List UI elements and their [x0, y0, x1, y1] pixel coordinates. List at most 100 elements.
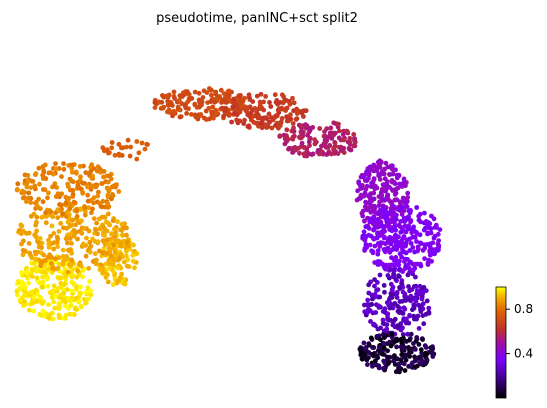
- scatter-point: [373, 358, 378, 364]
- scatter-point: [55, 215, 61, 221]
- scatter-point: [171, 108, 177, 114]
- scatter-point: [291, 100, 297, 106]
- scatter-point: [119, 271, 124, 277]
- scatter-point: [64, 287, 70, 292]
- scatter-point: [364, 169, 369, 175]
- scatter-point: [435, 241, 441, 247]
- scatter-point: [85, 192, 91, 198]
- scatter-point: [122, 281, 128, 287]
- scatter-point: [368, 335, 374, 341]
- scatter-point: [376, 363, 382, 369]
- scatter-point: [411, 313, 417, 319]
- scatter-point: [374, 185, 380, 191]
- scatter-point: [30, 300, 36, 306]
- scatter-point: [185, 89, 190, 95]
- scatter-point: [66, 218, 72, 224]
- scatter-point: [325, 144, 331, 150]
- scatter-point: [165, 109, 170, 115]
- scatter-point: [376, 171, 382, 177]
- scatter-point: [428, 230, 434, 236]
- scatter-point: [382, 306, 388, 312]
- scatter-point: [199, 99, 205, 105]
- scatter-point: [69, 312, 75, 317]
- scatter-point: [36, 240, 41, 246]
- scatter-point: [19, 270, 24, 275]
- scatter-point: [83, 209, 88, 215]
- scatter-point: [65, 296, 71, 301]
- scatter-point: [370, 296, 375, 302]
- scatter-point: [34, 214, 40, 220]
- scatter-point: [408, 218, 414, 223]
- scatter-point: [416, 342, 422, 347]
- scatter-point: [400, 332, 406, 337]
- scatter-point: [363, 186, 369, 192]
- scatter-point: [279, 116, 285, 121]
- scatter-point: [37, 236, 43, 241]
- scatter-point: [49, 223, 55, 229]
- scatter-point: [100, 145, 106, 151]
- scatter-point: [332, 130, 338, 136]
- scatter-point: [60, 247, 66, 253]
- scatter-point: [394, 344, 399, 350]
- scatter-point: [422, 359, 427, 365]
- scatter-point: [254, 110, 260, 116]
- scatter-point: [261, 99, 266, 105]
- scatter-point: [414, 230, 419, 235]
- scatter-point: [322, 129, 327, 135]
- scatter-point: [413, 347, 418, 352]
- scatter-point: [165, 99, 171, 104]
- scatter-point: [372, 243, 378, 249]
- scatter-point: [55, 236, 61, 242]
- scatter-point: [82, 205, 88, 211]
- scatter-point: [78, 284, 83, 290]
- scatter-point: [119, 221, 125, 227]
- scatter-point: [105, 201, 111, 207]
- scatter-point: [210, 104, 216, 110]
- scatter-point: [136, 150, 142, 156]
- scatter-point: [103, 261, 109, 267]
- scatter-point: [36, 165, 42, 171]
- scatter-point: [394, 295, 400, 300]
- scatter-point: [63, 200, 69, 206]
- scatter-point: [371, 322, 376, 328]
- scatter-point: [83, 170, 89, 176]
- scatter-point: [84, 235, 89, 241]
- scatter-point: [422, 256, 427, 261]
- scatter-point: [218, 87, 224, 93]
- scatter-point: [43, 210, 48, 216]
- scatter-point: [395, 308, 401, 314]
- scatter-point: [90, 173, 95, 179]
- scatter-point: [213, 109, 219, 115]
- scatter-point: [86, 265, 92, 271]
- scatter-point: [387, 235, 392, 241]
- scatter-point: [83, 253, 89, 259]
- scatter-point: [95, 231, 100, 237]
- scatter-point: [393, 167, 398, 173]
- scatter-point: [396, 273, 401, 278]
- scatter-point: [231, 96, 237, 102]
- scatter-point: [399, 281, 404, 286]
- scatter-point: [302, 145, 308, 150]
- scatter-point: [374, 288, 379, 293]
- scatter-point: [68, 263, 74, 269]
- scatter-point: [403, 357, 409, 363]
- scatter-point: [428, 226, 434, 232]
- scatter-point: [388, 241, 394, 247]
- scatter-point: [401, 249, 406, 255]
- scatter-point: [412, 234, 418, 240]
- scatter-point: [371, 182, 377, 188]
- scatter-point: [399, 352, 405, 358]
- scatter-point: [375, 326, 381, 332]
- scatter-point: [315, 148, 321, 153]
- scatter-point: [388, 318, 394, 323]
- scatter-point: [45, 275, 51, 281]
- scatter-point: [19, 223, 25, 229]
- scatter-point: [392, 339, 397, 345]
- scatter-point: [59, 206, 64, 212]
- scatter-point: [414, 239, 419, 244]
- scatter-point: [379, 193, 384, 199]
- scatter-point: [392, 362, 398, 367]
- scatter-point: [358, 345, 364, 350]
- scatter-point: [132, 265, 137, 271]
- scatter-point: [365, 309, 371, 315]
